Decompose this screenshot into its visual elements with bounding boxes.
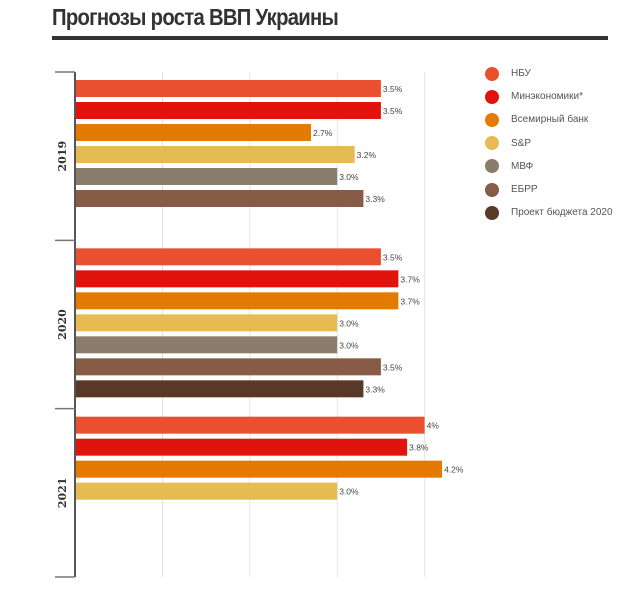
data-label: 3.0% bbox=[339, 340, 359, 350]
legend-swatch-icon bbox=[485, 66, 499, 81]
legend-label: Всемирный банк bbox=[511, 114, 589, 126]
bar bbox=[76, 358, 381, 376]
legend-item[interactable]: Минэкономики* bbox=[485, 85, 613, 108]
legend-item[interactable]: МВФ bbox=[485, 155, 613, 178]
data-label: 3.0% bbox=[339, 487, 359, 497]
data-label: 3.3% bbox=[365, 384, 385, 394]
legend-item[interactable]: ЕБРР bbox=[485, 178, 613, 201]
bar bbox=[76, 190, 364, 207]
legend-swatch-icon bbox=[485, 136, 499, 151]
data-label: 3.8% bbox=[409, 443, 429, 453]
bar bbox=[76, 248, 381, 266]
bar bbox=[76, 314, 338, 332]
bar bbox=[76, 102, 381, 119]
bar bbox=[76, 482, 338, 500]
bar bbox=[76, 270, 399, 288]
data-label: 3.3% bbox=[365, 194, 385, 204]
legend-item[interactable]: Всемирный банк bbox=[485, 108, 613, 131]
data-label: 3.5% bbox=[383, 106, 403, 116]
title-rule bbox=[52, 36, 608, 40]
data-label: 4% bbox=[427, 421, 440, 431]
category-label: 2020 bbox=[56, 309, 69, 340]
legend-label: ЕБРР bbox=[511, 184, 538, 196]
legend-swatch-icon bbox=[485, 112, 499, 127]
data-label: 3.0% bbox=[339, 172, 359, 182]
legend-label: НБУ bbox=[511, 68, 531, 80]
legend-swatch-icon bbox=[485, 205, 499, 220]
bar bbox=[76, 124, 311, 141]
legend-swatch-icon bbox=[485, 182, 499, 197]
legend-item[interactable]: Проект бюджета 2020 bbox=[485, 201, 613, 224]
legend-label: S&P bbox=[511, 137, 532, 149]
data-label: 3.5% bbox=[383, 84, 403, 94]
legend-label: Проект бюджета 2020 bbox=[511, 207, 613, 219]
bar bbox=[76, 438, 408, 456]
legend-swatch-icon bbox=[485, 159, 499, 174]
legend-label: МВФ bbox=[511, 160, 534, 172]
bar bbox=[76, 292, 399, 310]
category-label: 2019 bbox=[56, 141, 69, 172]
data-label: 4.2% bbox=[444, 465, 464, 475]
bar bbox=[76, 380, 364, 398]
bar bbox=[76, 460, 443, 478]
data-label: 3.5% bbox=[383, 362, 403, 372]
legend-item[interactable]: НБУ bbox=[485, 62, 613, 85]
bar bbox=[76, 336, 338, 354]
legend-label: Минэкономики* bbox=[511, 91, 583, 103]
data-label: 3.2% bbox=[357, 150, 377, 160]
legend: НБУ Минэкономики* Всемирный банк S&P МВФ ЕБРР… bbox=[485, 62, 613, 224]
category-label: 2021 bbox=[56, 478, 69, 509]
legend-swatch-icon bbox=[485, 89, 499, 104]
data-label: 3.7% bbox=[400, 296, 420, 306]
chart-title: Прогнозы роста ВВП Украины bbox=[52, 4, 339, 30]
bar bbox=[76, 168, 338, 185]
data-label: 3.7% bbox=[400, 274, 420, 284]
legend-item[interactable]: S&P bbox=[485, 132, 613, 155]
data-label: 3.5% bbox=[383, 252, 403, 262]
data-label: 3.0% bbox=[339, 318, 359, 328]
bar bbox=[76, 146, 355, 163]
bar bbox=[76, 416, 425, 434]
data-label: 2.7% bbox=[313, 128, 333, 138]
bar bbox=[76, 80, 381, 97]
